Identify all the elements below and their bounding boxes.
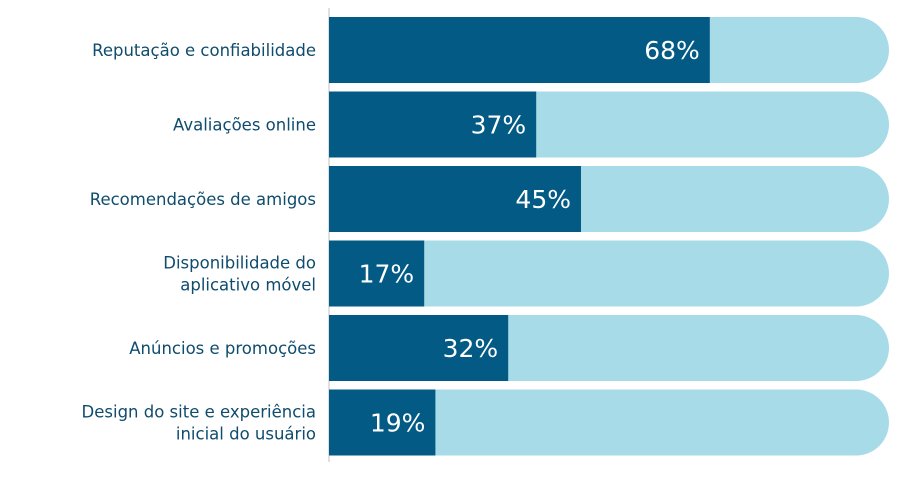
- category-label: aplicativo móvel: [180, 276, 316, 295]
- value-label: 37%: [471, 111, 527, 140]
- category-label: Avaliações online: [173, 116, 316, 135]
- bar-track: [329, 240, 889, 307]
- category-label: Disponibilidade do: [163, 254, 316, 273]
- bar: [329, 315, 509, 381]
- bar-track: [329, 389, 889, 456]
- value-label: 68%: [644, 36, 700, 65]
- bar: [329, 389, 436, 456]
- category-label: inicial do usuário: [176, 425, 316, 444]
- value-label: 32%: [443, 334, 499, 363]
- category-label: Recomendações de amigos: [90, 190, 316, 209]
- bar: [329, 17, 710, 83]
- value-label: 19%: [370, 409, 426, 438]
- category-label: Anúncios e promoções: [129, 339, 316, 358]
- value-label: 45%: [515, 185, 571, 214]
- bar: [329, 91, 537, 158]
- bar: [329, 240, 425, 307]
- category-label: Design do site e experiência: [82, 403, 316, 422]
- value-label: 17%: [359, 260, 415, 289]
- category-label: Reputação e confiabilidade: [92, 41, 316, 60]
- bar: [329, 166, 581, 232]
